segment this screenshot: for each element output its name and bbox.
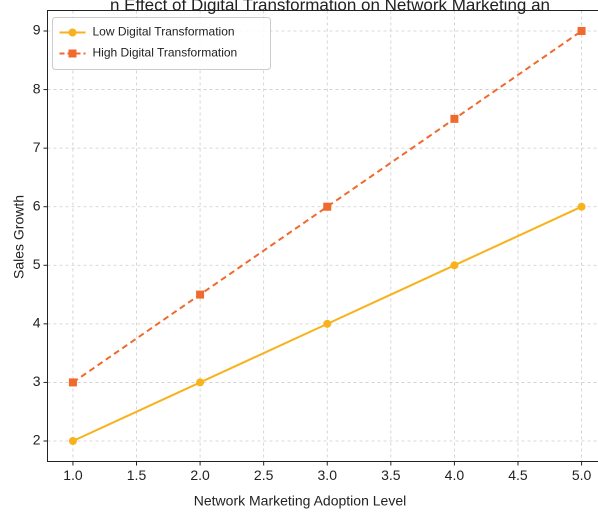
y-tick-label: 5 — [33, 256, 41, 272]
legend: Low Digital Transformation High Digital T… — [52, 17, 271, 70]
y-tick-label: 8 — [33, 80, 41, 96]
x-axis-label: Network Marketing Adoption Level — [194, 493, 406, 509]
point — [323, 202, 332, 211]
x-tick-label: 3.0 — [318, 467, 338, 483]
point — [450, 114, 459, 123]
x-tick-label: 2.0 — [190, 467, 210, 483]
series-line — [72, 30, 583, 384]
x-tick-label: 1.0 — [63, 467, 83, 483]
y-tick-label: 6 — [33, 197, 41, 213]
legend-box — [52, 17, 271, 70]
point — [68, 378, 77, 387]
y-tick-label: 7 — [33, 139, 41, 155]
x-tick-label: 2.5 — [254, 467, 274, 483]
point — [450, 261, 459, 270]
legend-marker — [68, 49, 77, 58]
point — [68, 437, 77, 445]
y-tick-label: 9 — [33, 22, 41, 38]
x-tick-label: 3.5 — [381, 467, 401, 483]
y-tick-label: 2 — [33, 432, 41, 448]
point — [577, 202, 586, 211]
legend-marker — [68, 28, 77, 37]
x-tick-label: 4.5 — [508, 467, 528, 483]
legend-label: Low Digital Transformation — [93, 25, 235, 39]
x-tick-label: 1.5 — [127, 467, 147, 483]
plot-frame — [47, 10, 598, 462]
point — [196, 290, 205, 299]
x-tick-label: 4.0 — [445, 467, 465, 483]
point — [577, 27, 586, 35]
x-tick-label: 5.0 — [572, 467, 592, 483]
y-axis-label: Sales Growth — [11, 195, 27, 279]
point — [323, 319, 332, 328]
chart-title: n Effect of Digital Transformation on Ne… — [110, 0, 550, 14]
y-tick-label: 4 — [33, 315, 41, 331]
legend-label: High Digital Transformation — [93, 46, 238, 60]
point — [196, 378, 205, 387]
y-tick-label: 3 — [33, 373, 41, 389]
